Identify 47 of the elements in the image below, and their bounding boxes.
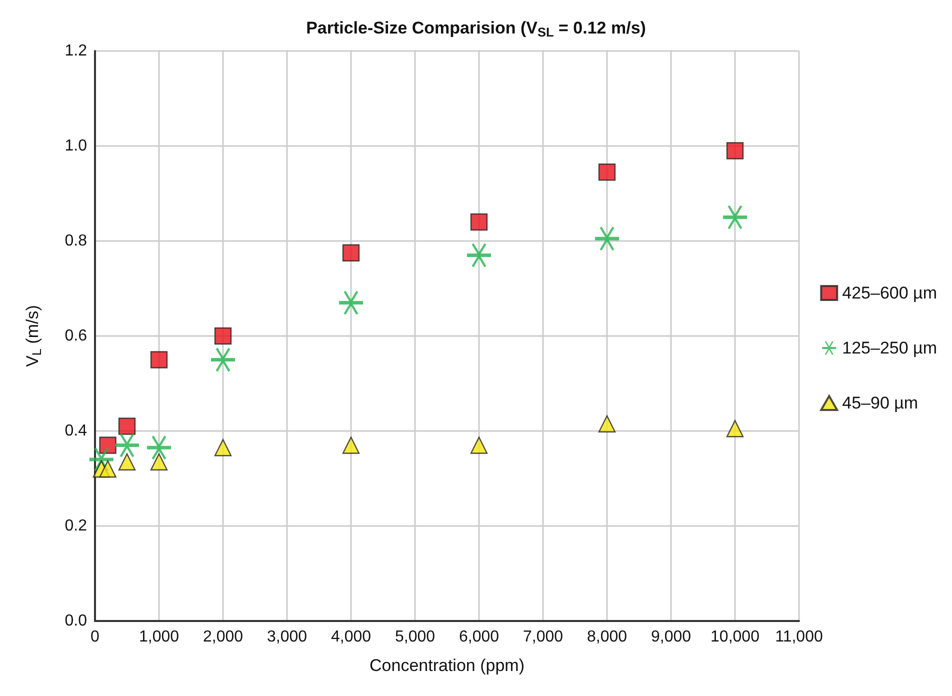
y-tick-label: 0.4 bbox=[64, 422, 88, 440]
legend-label: 125–250 µm bbox=[842, 338, 938, 358]
y-tick-label: 0.2 bbox=[64, 518, 88, 534]
y-tick-label: 1.2 bbox=[64, 42, 88, 60]
x-tick-label: 5,000 bbox=[394, 628, 436, 646]
point bbox=[118, 453, 136, 470]
point bbox=[99, 436, 116, 454]
legend-label: 425–600 µm bbox=[842, 284, 938, 302]
x-tick-label: 7,000 bbox=[522, 628, 564, 646]
x-tick-label: 10,000 bbox=[710, 628, 760, 646]
point bbox=[150, 351, 168, 368]
point bbox=[723, 205, 747, 230]
y-tick-label: 1.0 bbox=[64, 138, 88, 154]
x-tick-label: 1,000 bbox=[138, 628, 180, 646]
point bbox=[598, 415, 616, 432]
legend-label: 45–90 µm bbox=[842, 394, 918, 412]
point bbox=[726, 142, 744, 160]
point bbox=[214, 439, 232, 456]
point bbox=[467, 243, 491, 268]
y-tick-label: 0.6 bbox=[64, 328, 88, 344]
point bbox=[115, 433, 139, 458]
point bbox=[339, 290, 363, 315]
point bbox=[595, 226, 619, 251]
x-tick-label: 6,000 bbox=[458, 628, 500, 646]
point bbox=[342, 436, 360, 454]
y-tick-label: 0.0 bbox=[64, 612, 88, 630]
point bbox=[598, 164, 616, 181]
point bbox=[150, 453, 168, 470]
x-tick-label: 2,000 bbox=[202, 628, 244, 646]
y-axis-title: VL (m/s) bbox=[22, 305, 44, 367]
point bbox=[211, 348, 235, 372]
x-tick-label: 8,000 bbox=[586, 628, 628, 646]
point bbox=[470, 213, 488, 231]
point bbox=[342, 244, 360, 262]
x-tick-label: 9,000 bbox=[650, 628, 692, 646]
point bbox=[214, 327, 232, 345]
x-tick-label: 3,000 bbox=[266, 628, 308, 646]
y-tick-label: 0.8 bbox=[64, 232, 88, 250]
point bbox=[118, 418, 136, 435]
x-tick-label: 11,000 bbox=[775, 628, 823, 646]
x-tick-label: 4,000 bbox=[330, 628, 372, 646]
point bbox=[470, 436, 488, 454]
point bbox=[726, 420, 744, 438]
point bbox=[147, 436, 171, 460]
point bbox=[99, 460, 116, 478]
x-tick-label: 0 bbox=[90, 628, 100, 646]
x-axis-title: Concentration (ppm) bbox=[370, 656, 524, 675]
